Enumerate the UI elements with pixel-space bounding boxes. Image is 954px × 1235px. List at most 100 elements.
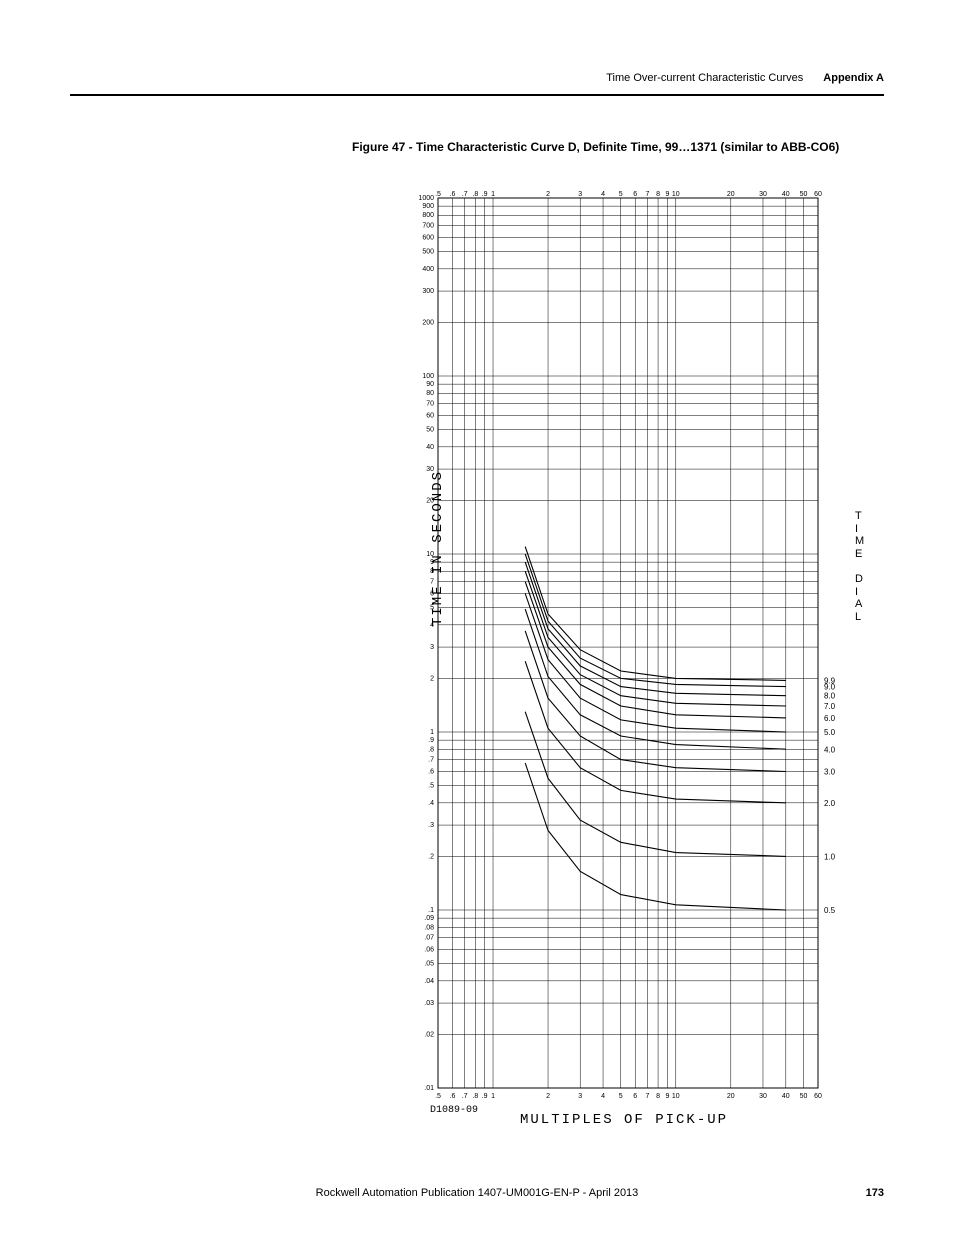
svg-text:2: 2 (546, 191, 550, 198)
svg-text:3: 3 (578, 191, 582, 198)
svg-text:2: 2 (430, 675, 434, 682)
svg-text:8: 8 (430, 568, 434, 575)
svg-text:50: 50 (800, 191, 808, 198)
svg-text:90: 90 (426, 381, 434, 388)
svg-text:.5: .5 (435, 191, 441, 198)
svg-text:.05: .05 (424, 961, 434, 968)
svg-text:6.0: 6.0 (824, 714, 836, 723)
svg-text:.9: .9 (428, 737, 434, 744)
svg-text:200: 200 (422, 319, 434, 326)
svg-text:7: 7 (430, 579, 434, 586)
svg-text:10: 10 (672, 191, 680, 198)
x-axis-title: MULTIPLES OF PICK-UP (520, 1112, 728, 1128)
figure-caption: Figure 47 - Time Characteristic Curve D,… (352, 140, 869, 155)
svg-text:.7: .7 (428, 757, 434, 764)
chart-container: .5.5.6.6.7.7.8.8.9.911223344556677889910… (388, 188, 868, 1138)
svg-text:10: 10 (426, 551, 434, 558)
time-dial-title: TIME DIAL (855, 510, 895, 624)
svg-text:.3: .3 (428, 822, 434, 829)
svg-text:60: 60 (426, 412, 434, 419)
svg-text:.6: .6 (450, 191, 456, 198)
svg-text:4: 4 (601, 191, 605, 198)
svg-text:10: 10 (672, 1093, 680, 1100)
svg-text:2: 2 (546, 1093, 550, 1100)
svg-text:.09: .09 (424, 915, 434, 922)
svg-text:4: 4 (430, 622, 434, 629)
svg-text:70: 70 (426, 401, 434, 408)
svg-text:1: 1 (491, 1093, 495, 1100)
svg-text:50: 50 (800, 1093, 808, 1100)
svg-text:.2: .2 (428, 853, 434, 860)
svg-text:30: 30 (426, 466, 434, 473)
svg-text:80: 80 (426, 390, 434, 397)
svg-text:8: 8 (656, 1093, 660, 1100)
svg-text:20: 20 (426, 497, 434, 504)
svg-text:5: 5 (619, 191, 623, 198)
svg-text:.8: .8 (472, 1093, 478, 1100)
svg-text:.6: .6 (450, 1093, 456, 1100)
svg-text:5.0: 5.0 (824, 728, 836, 737)
svg-text:6: 6 (430, 590, 434, 597)
svg-text:.7: .7 (462, 191, 468, 198)
svg-text:700: 700 (422, 223, 434, 230)
svg-text:.5: .5 (435, 1093, 441, 1100)
svg-text:8.0: 8.0 (824, 692, 836, 701)
svg-text:.1: .1 (428, 907, 434, 914)
time-current-chart: .5.5.6.6.7.7.8.8.9.911223344556677889910… (388, 188, 868, 1138)
svg-text:.4: .4 (428, 800, 434, 807)
svg-text:2.0: 2.0 (824, 799, 836, 808)
svg-text:7: 7 (646, 191, 650, 198)
svg-text:9: 9 (665, 1093, 669, 1100)
svg-text:9: 9 (665, 191, 669, 198)
svg-text:60: 60 (814, 191, 822, 198)
svg-text:20: 20 (727, 1093, 735, 1100)
svg-text:5: 5 (619, 1093, 623, 1100)
svg-text:3: 3 (578, 1093, 582, 1100)
publication-line: Rockwell Automation Publication 1407-UM0… (70, 1187, 884, 1199)
svg-text:.06: .06 (424, 946, 434, 953)
svg-text:4.0: 4.0 (824, 745, 836, 754)
svg-text:.07: .07 (424, 935, 434, 942)
svg-text:1000: 1000 (418, 195, 434, 202)
svg-text:.6: .6 (428, 768, 434, 775)
page-header: Time Over-current Characteristic Curves … (70, 72, 884, 84)
svg-text:30: 30 (759, 1093, 767, 1100)
svg-text:8: 8 (656, 191, 660, 198)
svg-text:.04: .04 (424, 978, 434, 985)
header-divider (70, 94, 884, 96)
svg-text:30: 30 (759, 191, 767, 198)
page-footer: Rockwell Automation Publication 1407-UM0… (70, 1187, 884, 1199)
svg-text:.8: .8 (472, 191, 478, 198)
svg-text:.01: .01 (424, 1085, 434, 1092)
svg-text:800: 800 (422, 212, 434, 219)
svg-text:50: 50 (426, 427, 434, 434)
svg-text:.03: .03 (424, 1000, 434, 1007)
svg-text:1: 1 (430, 729, 434, 736)
svg-text:1: 1 (491, 191, 495, 198)
svg-text:.8: .8 (428, 746, 434, 753)
svg-text:7: 7 (646, 1093, 650, 1100)
svg-text:9: 9 (430, 559, 434, 566)
svg-text:500: 500 (422, 249, 434, 256)
svg-text:40: 40 (782, 1093, 790, 1100)
svg-text:1.0: 1.0 (824, 852, 836, 861)
svg-text:40: 40 (782, 191, 790, 198)
svg-text:600: 600 (422, 234, 434, 241)
svg-text:.9: .9 (482, 1093, 488, 1100)
svg-text:400: 400 (422, 266, 434, 273)
svg-text:7.0: 7.0 (824, 702, 836, 711)
svg-text:20: 20 (727, 191, 735, 198)
svg-text:6: 6 (633, 191, 637, 198)
header-section-title: Time Over-current Characteristic Curves (606, 72, 803, 84)
svg-text:3.0: 3.0 (824, 767, 836, 776)
svg-text:40: 40 (426, 444, 434, 451)
svg-text:0.5: 0.5 (824, 906, 836, 915)
svg-text:9.0: 9.0 (824, 683, 836, 692)
drawing-id: D1089-09 (430, 1105, 478, 1116)
svg-text:3: 3 (430, 644, 434, 651)
svg-text:.08: .08 (424, 924, 434, 931)
svg-text:100: 100 (422, 373, 434, 380)
svg-text:.02: .02 (424, 1031, 434, 1038)
svg-text:4: 4 (601, 1093, 605, 1100)
svg-text:.5: .5 (428, 783, 434, 790)
